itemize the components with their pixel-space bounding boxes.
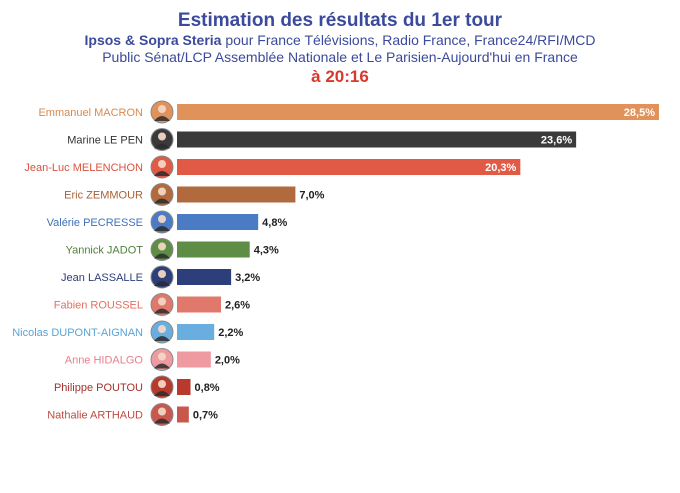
bar-value-label: 28,5% <box>624 107 655 119</box>
avatar-face-icon <box>158 242 166 251</box>
subtitle-clients: pour France Télévisions, Radio France, F… <box>221 32 596 48</box>
avatar-shoulders-icon <box>154 308 170 314</box>
candidate-label: Eric ZEMMOUR <box>64 190 143 202</box>
bar <box>177 214 259 230</box>
bar <box>177 131 577 148</box>
bar-value-label: 4,3% <box>254 245 279 257</box>
candidate-label: Valérie PECRESSE <box>47 217 143 229</box>
avatar-shoulders-icon <box>154 226 170 231</box>
bar-value-label: 0,7% <box>193 410 218 422</box>
chart-subtitle-line2: Public Sénat/LCP Assemblée Nationale et … <box>102 49 578 65</box>
avatar-shoulders-icon <box>154 253 170 259</box>
candidate-label: Emmanuel MACRON <box>38 107 143 119</box>
bar-value-label: 20,3% <box>485 162 516 174</box>
bar-value-label: 2,0% <box>215 355 240 367</box>
avatar-face-icon <box>158 325 166 333</box>
bar-value-label: 4,8% <box>262 217 287 229</box>
bar-value-label: 23,6% <box>541 135 572 147</box>
candidate-label: Nicolas DUPONT-AIGNAN <box>12 327 143 339</box>
avatar-face-icon <box>158 270 166 278</box>
bar <box>177 269 232 285</box>
chart-title: Estimation des résultats du 1er tour <box>177 10 503 31</box>
avatar-shoulders-icon <box>154 281 170 286</box>
avatar-shoulders-icon <box>154 336 170 341</box>
bar <box>177 104 659 120</box>
chart-time: à 20:16 <box>311 67 369 86</box>
bar <box>177 406 189 423</box>
avatar-face-icon <box>158 297 166 306</box>
avatar-shoulders-icon <box>154 391 170 396</box>
avatar-shoulders-icon <box>154 363 170 369</box>
bar <box>177 351 211 368</box>
chart-header: Estimation des résultats du 1er tour Ips… <box>0 10 680 87</box>
bar <box>177 241 250 258</box>
bar-value-label: 3,2% <box>235 272 260 284</box>
subtitle-pollster: Ipsos & Sopra Steria <box>84 32 222 48</box>
avatar-face-icon <box>158 105 166 113</box>
bar <box>177 159 521 175</box>
bar <box>177 324 215 340</box>
bar <box>177 186 296 203</box>
candidate-label: Nathalie ARTHAUD <box>47 410 143 422</box>
bar-value-label: 0,8% <box>195 382 220 394</box>
candidate-label: Yannick JADOT <box>66 245 144 257</box>
candidate-label: Fabien ROUSSEL <box>54 300 143 312</box>
candidate-label: Anne HIDALGO <box>65 355 144 367</box>
avatar-shoulders-icon <box>154 171 170 176</box>
bar-value-label: 7,0% <box>299 190 324 202</box>
candidate-label: Jean-Luc MELENCHON <box>24 162 143 174</box>
avatar-face-icon <box>158 215 166 223</box>
avatar-face-icon <box>158 380 166 388</box>
avatar-face-icon <box>158 187 166 196</box>
bar <box>177 379 191 395</box>
bar-value-label: 2,6% <box>225 300 250 312</box>
bar <box>177 296 221 313</box>
avatar-face-icon <box>158 132 166 141</box>
chart-subtitle-line1: Ipsos & Sopra Steria pour France Télévis… <box>0 32 680 49</box>
candidate-label: Philippe POUTOU <box>54 382 143 394</box>
avatar-face-icon <box>158 407 166 416</box>
bar-value-label: 2,2% <box>218 327 243 339</box>
candidate-label: Marine LE PEN <box>67 135 143 147</box>
candidate-label: Jean LASSALLE <box>61 272 143 284</box>
avatar-shoulders-icon <box>154 198 170 204</box>
avatar-face-icon <box>158 160 166 168</box>
avatar-shoulders-icon <box>154 143 170 149</box>
avatar-face-icon <box>158 352 166 361</box>
avatar-shoulders-icon <box>154 116 170 121</box>
avatar-shoulders-icon <box>154 418 170 424</box>
